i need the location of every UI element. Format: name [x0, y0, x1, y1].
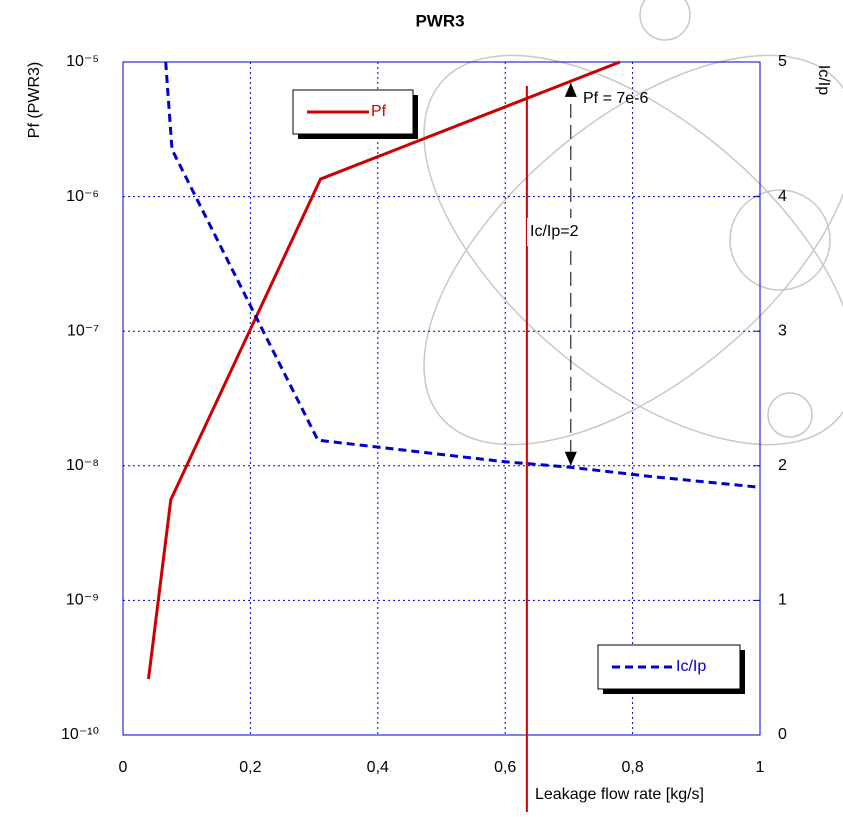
- x-tick-label: 0,8: [621, 759, 643, 776]
- y2-tick-label: 4: [778, 188, 787, 205]
- annotation-bg: [527, 218, 597, 246]
- arrow-head: [564, 451, 577, 466]
- line-series: [147, 60, 621, 680]
- annotation: Pf = 7e-6: [583, 90, 648, 107]
- line-series: [164, 61, 761, 489]
- x-tick-label: 0,6: [494, 759, 516, 776]
- y-axis-label: Pf (PWR3): [26, 62, 43, 138]
- background-logo: [423, 0, 843, 446]
- legend-label: Ic/Ip: [676, 658, 706, 675]
- x-tick-label: 0,4: [367, 759, 389, 776]
- y2-tick-label: 3: [778, 322, 787, 339]
- x-tick-label: 1: [756, 759, 765, 776]
- y-tick-label: 10⁻⁹: [66, 592, 99, 609]
- y-tick-label: 10⁻⁷: [67, 322, 99, 339]
- y-tick-label: 10⁻⁸: [66, 457, 99, 474]
- y2-tick-label: 2: [778, 457, 787, 474]
- y-tick-label: 10⁻⁶: [66, 188, 99, 205]
- chart-title: PWR3: [415, 11, 464, 30]
- x-tick-label: 0: [119, 759, 128, 776]
- legend-label: Pf: [371, 103, 387, 120]
- plot-border: [122, 61, 761, 736]
- y2-axis-label: Ic/Ip: [815, 65, 832, 95]
- x-axis-label: Leakage flow rate [kg/s]: [535, 786, 704, 803]
- y2-tick-label: 5: [778, 53, 787, 70]
- y-tick-label: 10⁻⁵: [66, 53, 99, 70]
- y2-tick-label: 1: [778, 592, 787, 609]
- y-tick-label: 10⁻¹⁰: [61, 726, 99, 743]
- x-tick-label: 0,2: [239, 759, 261, 776]
- arrow-head: [564, 82, 577, 97]
- y2-tick-label: 0: [778, 726, 787, 743]
- annotation: Ic/Ip=2: [530, 223, 579, 240]
